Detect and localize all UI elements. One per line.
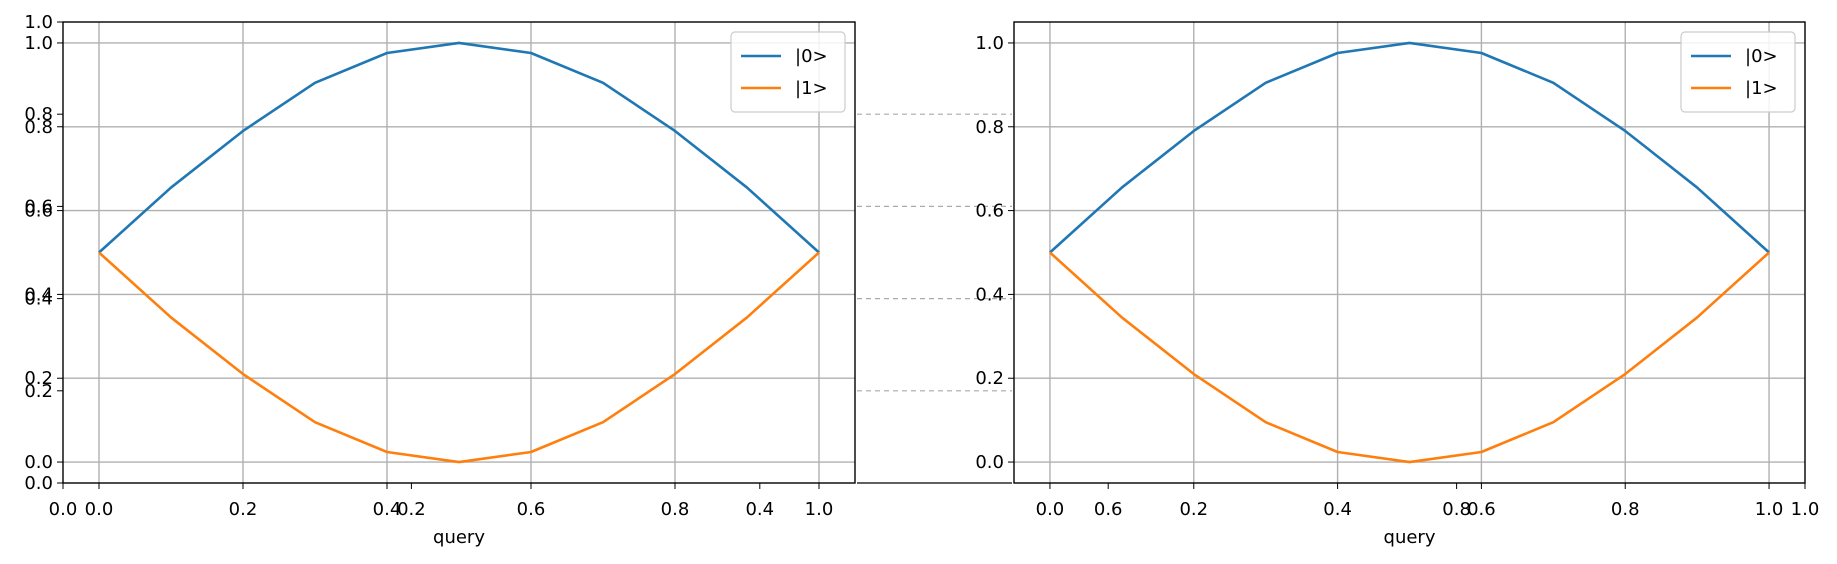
xtick-label: 0.8	[661, 499, 690, 520]
ytick-label: 1.0	[975, 33, 1004, 54]
bg-ytick-label: 0.2	[24, 381, 53, 402]
xtick-label: 0.4	[373, 499, 402, 520]
ytick-label: 0.2	[24, 368, 53, 389]
bg-ytick-label: 0.8	[24, 104, 53, 125]
legend-label: |1>	[1745, 78, 1778, 99]
xtick-label: 0.2	[229, 499, 258, 520]
xtick-label: 0.6	[517, 499, 546, 520]
xtick-label: 1.0	[805, 499, 834, 520]
axes-frame	[62, 21, 856, 484]
xtick-label: 0.6	[1467, 499, 1496, 520]
background-axes: 0.0 0.2 0.4 0.6 0.8 1.00.00.20.40.60.81.0	[24, 12, 1819, 520]
legend-label: |1>	[795, 78, 828, 99]
bg-xtick-label: 0.2	[397, 499, 426, 520]
chart-panels: 0.0 0.2 0.4 0.6 0.8 1.00.00.20.40.60.81.0quer…	[24, 21, 1806, 548]
ytick-label: 0.4	[975, 284, 1004, 305]
series-line	[98, 251, 820, 464]
legend-label: |0>	[1745, 46, 1778, 67]
bg-ytick-label: 1.0	[24, 12, 53, 33]
ytick-label: 0.0	[24, 452, 53, 473]
ytick-label: 0.8	[24, 117, 53, 138]
connector-guides	[857, 113, 1012, 484]
axes-frame	[1013, 21, 1806, 484]
ytick-label: 0.8	[975, 117, 1004, 138]
bg-xtick-label: 0.4	[745, 499, 774, 520]
ytick-label: 0.2	[975, 368, 1004, 389]
legend-box	[730, 31, 846, 113]
legend: |0> |1>	[1680, 31, 1796, 113]
x-axis-label: query	[1384, 527, 1436, 548]
legend-label: |0>	[795, 46, 828, 67]
legend: |0> |1>	[730, 31, 846, 113]
legend-box	[1680, 31, 1796, 113]
chart-panel-1: 0.0 0.2 0.4 0.6 0.8 1.00.00.20.40.60.81.0quer…	[24, 21, 856, 548]
bg-ytick-label: 0.4	[24, 289, 53, 310]
plot-area	[1014, 22, 1805, 483]
xtick-label: 1.0	[1755, 499, 1784, 520]
ytick-label: 0.0	[975, 452, 1004, 473]
series-line	[98, 41, 820, 254]
ytick-label: 0.6	[975, 201, 1004, 222]
ytick-label: 0.4	[24, 284, 53, 305]
ytick-label: 1.0	[24, 33, 53, 54]
bg-xtick-label: 0.6	[1094, 499, 1123, 520]
xtick-label: 0.0	[1036, 499, 1065, 520]
ytick-label: 0.6	[24, 201, 53, 222]
x-axis-label: query	[433, 527, 485, 548]
chart-panel-2: 0.0 0.2 0.4 0.6 0.8 1.00.00.20.40.60.81.0quer…	[975, 21, 1806, 548]
bg-xtick-label: 1.0	[1791, 499, 1820, 520]
xtick-label: 0.8	[1611, 499, 1640, 520]
bg-xtick-label: 0.0	[49, 499, 78, 520]
plot-area	[63, 22, 855, 483]
bg-ytick-label: 0.0	[24, 473, 53, 494]
series-line	[1049, 251, 1770, 464]
xtick-label: 0.0	[85, 499, 114, 520]
series-line	[1049, 41, 1770, 254]
xtick-label: 0.2	[1179, 499, 1208, 520]
xtick-label: 0.4	[1323, 499, 1352, 520]
bg-ytick-label: 0.6	[24, 196, 53, 217]
bg-xtick-label: 0.8	[1442, 499, 1471, 520]
